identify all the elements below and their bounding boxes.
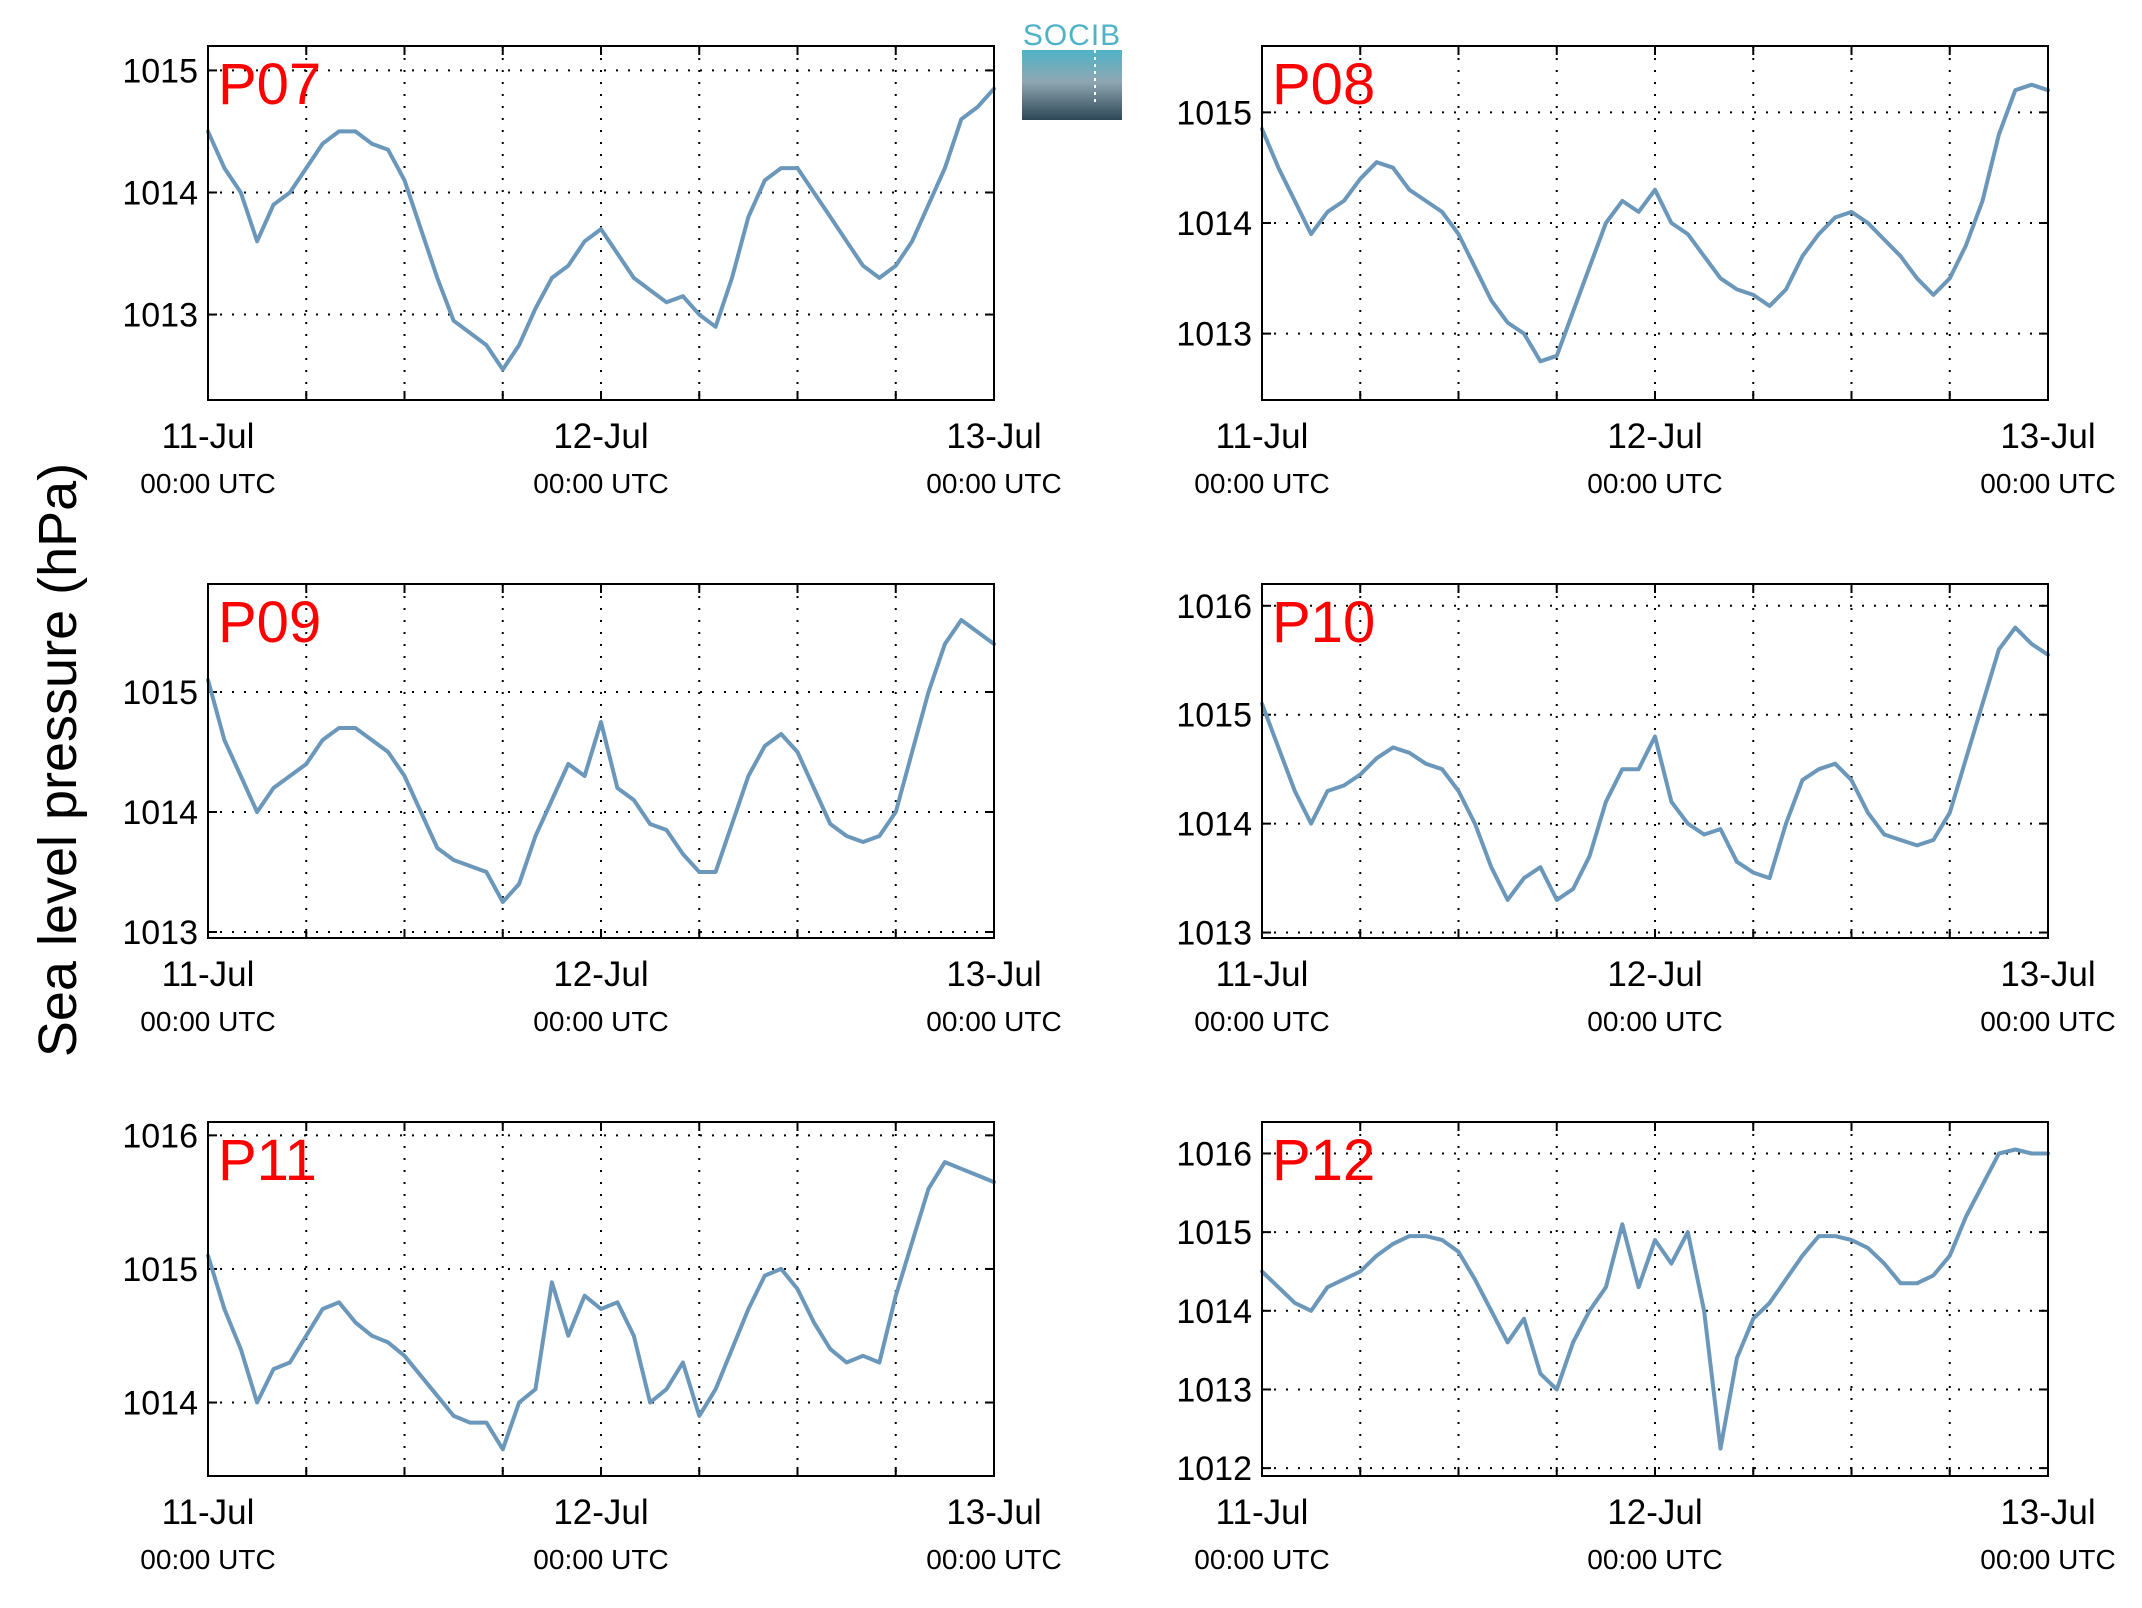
y-tick-label: 1013: [122, 297, 198, 335]
x-tick-label-time: 00:00 UTC: [1980, 1544, 2115, 1575]
x-tick-label-date: 13-Jul: [946, 955, 1041, 994]
y-tick-label: 1014: [122, 794, 198, 832]
x-tick-label-time: 00:00 UTC: [1980, 1006, 2115, 1037]
plot-frame: [1261, 583, 2049, 939]
chart-panel-p12: 1012 1013 1014 1015 1016 11-Jul 00:00 UTC 12-Ju…: [1176, 1121, 2116, 1575]
y-tick-label: 1014: [122, 1385, 198, 1423]
plot-frame: [207, 45, 995, 401]
y-tick-label: 1016: [122, 1117, 198, 1155]
panel-label: P10: [1272, 590, 1375, 655]
y-tick-label: 1014: [1176, 1293, 1252, 1331]
x-tick-label-time: 00:00 UTC: [140, 1006, 275, 1037]
plot-frame: [1261, 45, 2049, 401]
y-axis-label: Sea level pressure (hPa): [28, 463, 88, 1057]
y-tick-label: 1016: [1176, 1135, 1252, 1173]
panel-label: P09: [218, 590, 321, 655]
y-tick-label: 1013: [1176, 316, 1252, 354]
plot-frame: [1261, 1121, 2049, 1477]
logo-block: [1022, 50, 1122, 120]
plot-frame: [207, 583, 995, 939]
x-tick-label-date: 11-Jul: [1216, 955, 1309, 994]
x-tick-label-time: 00:00 UTC: [1980, 468, 2115, 499]
y-tick-label: 1015: [122, 674, 198, 712]
chart-panel-p09: 1013 1014 1015 11-Jul 00:00 UTC 12-Jul 00:00 U…: [122, 583, 1062, 1037]
y-tick-label: 1012: [1176, 1450, 1252, 1488]
y-tick-label: 1013: [122, 914, 198, 952]
y-tick-label: 1015: [1176, 697, 1252, 735]
series-line-p10: [1260, 625, 2050, 902]
logo-text: SOCIB: [1023, 19, 1121, 52]
series-line-p08: [1260, 82, 2050, 364]
y-tick-label: 1014: [122, 174, 198, 212]
socib-logo: SOCIB: [1022, 19, 1122, 120]
y-tick-label: 1013: [1176, 915, 1252, 953]
x-tick-label-date: 13-Jul: [946, 417, 1041, 456]
x-tick-label-date: 12-Jul: [553, 955, 648, 994]
y-tick-label: 1016: [1176, 588, 1252, 626]
x-tick-label-date: 12-Jul: [1607, 417, 1702, 456]
x-tick-label-time: 00:00 UTC: [533, 1544, 668, 1575]
x-tick-label-date: 12-Jul: [1607, 1493, 1702, 1532]
x-tick-label-date: 12-Jul: [553, 417, 648, 456]
x-tick-label-time: 00:00 UTC: [533, 468, 668, 499]
series-line-p11: [206, 1160, 996, 1452]
plot-frame: [207, 1121, 995, 1477]
y-tick-label: 1013: [1176, 1371, 1252, 1409]
x-tick-label-time: 00:00 UTC: [140, 1544, 275, 1575]
x-tick-label-date: 13-Jul: [2000, 1493, 2095, 1532]
panel-label: P11: [218, 1128, 317, 1193]
y-tick-label: 1014: [1176, 806, 1252, 844]
x-tick-label-date: 11-Jul: [1216, 1493, 1309, 1532]
series-line-p12: [1260, 1147, 2050, 1451]
chart-panel-p07: 1013 1014 1015 11-Jul 00:00 UTC 12-Jul 00:00 U…: [122, 45, 1062, 499]
x-tick-label-date: 13-Jul: [2000, 417, 2095, 456]
x-tick-label-time: 00:00 UTC: [926, 468, 1061, 499]
chart-panel-p11: 1014 1015 1016 11-Jul 00:00 UTC 12-Jul 00:00 U…: [122, 1117, 1061, 1575]
x-tick-label-time: 00:00 UTC: [926, 1544, 1061, 1575]
x-tick-label-date: 13-Jul: [946, 1493, 1041, 1532]
chart-panel-p10: 1013 1014 1015 1016 11-Jul 00:00 UTC 12-Jul 00:…: [1176, 583, 2116, 1037]
x-tick-label-date: 13-Jul: [2000, 955, 2095, 994]
x-tick-label-time: 00:00 UTC: [1194, 1544, 1329, 1575]
series-line-p07: [206, 86, 996, 372]
x-tick-label-date: 11-Jul: [162, 417, 255, 456]
x-tick-label-time: 00:00 UTC: [1587, 468, 1722, 499]
panel-label: P12: [1272, 1128, 1375, 1193]
x-tick-label-date: 11-Jul: [1216, 417, 1309, 456]
chart-panel-p08: 1013 1014 1015 11-Jul 00:00 UTC 12-Jul 00:00 U…: [1176, 45, 2116, 499]
x-tick-label-date: 11-Jul: [162, 955, 255, 994]
panel-label: P07: [218, 52, 321, 117]
y-tick-label: 1015: [122, 1251, 198, 1289]
x-tick-label-time: 00:00 UTC: [1587, 1006, 1722, 1037]
panel-label: P08: [1272, 52, 1375, 117]
y-tick-label: 1015: [122, 52, 198, 90]
x-tick-label-date: 12-Jul: [1607, 955, 1702, 994]
x-tick-label-time: 00:00 UTC: [140, 468, 275, 499]
x-tick-label-time: 00:00 UTC: [533, 1006, 668, 1037]
y-tick-label: 1014: [1176, 205, 1252, 243]
x-tick-label-time: 00:00 UTC: [1194, 1006, 1329, 1037]
y-tick-label: 1015: [1176, 1214, 1252, 1252]
x-tick-label-date: 11-Jul: [162, 1493, 255, 1532]
x-tick-label-time: 00:00 UTC: [1194, 468, 1329, 499]
series-line-p09: [206, 618, 996, 904]
x-tick-label-date: 12-Jul: [553, 1493, 648, 1532]
y-tick-label: 1015: [1176, 94, 1252, 132]
x-tick-label-time: 00:00 UTC: [1587, 1544, 1722, 1575]
x-tick-label-time: 00:00 UTC: [926, 1006, 1061, 1037]
